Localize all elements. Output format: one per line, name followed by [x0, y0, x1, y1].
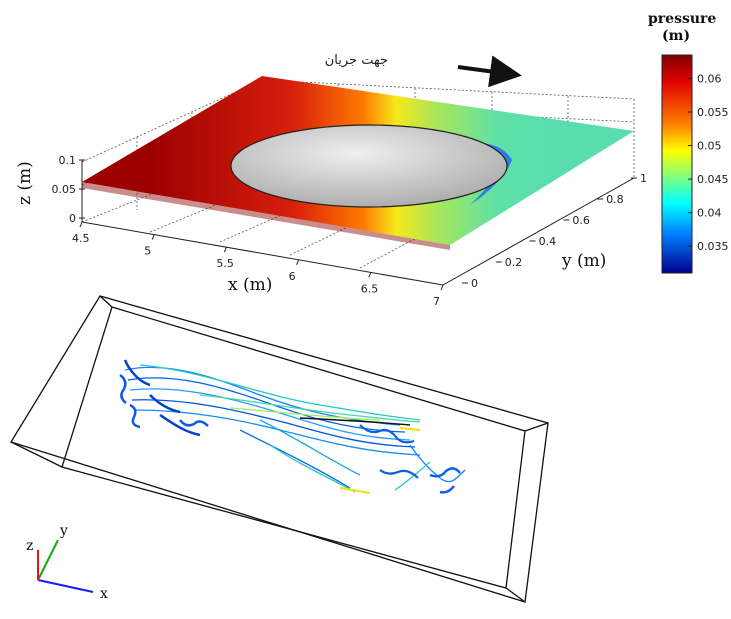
x-tick-label: 6 [289, 270, 296, 283]
x-tick-label: 5.5 [216, 257, 234, 270]
surface-front-edge [82, 182, 450, 250]
axis-frame [81, 160, 635, 286]
z-tick-label: 0.05 [52, 183, 77, 196]
triad-z-label: z [26, 538, 33, 554]
x-tick-label: 6.5 [361, 282, 379, 295]
surface-plot: 4.5 5 5.5 6 6.5 7 0 0.2 0.4 0.6 0.8 1 0 0.05 0.1 x (… [15, 53, 647, 308]
y-tick-label: 0 [471, 277, 478, 290]
colorbar-tick-label: 0.055 [697, 106, 729, 119]
x-tick-mark [368, 272, 372, 278]
triad-x-axis [37, 579, 94, 593]
y-axis-ticks: 0 0.2 0.4 0.6 0.8 1 [462, 172, 647, 290]
x-tick-mark [151, 234, 155, 240]
y-tick-label: 0.6 [572, 214, 590, 227]
colorbar-tick-label: 0.04 [697, 207, 722, 220]
domain-box [10, 295, 549, 603]
y-tick-label: 0.4 [539, 235, 557, 248]
x-tick-mark [223, 247, 227, 253]
x-tick-mark [440, 284, 444, 291]
streamline-plot: x y z [10, 295, 549, 603]
y-tick-label: 0.8 [606, 193, 624, 206]
colorbar-title-line1: pressure [648, 11, 716, 27]
obstacle-ellipse [230, 124, 508, 208]
z-axis-ticks: 0 0.05 0.1 [52, 154, 85, 225]
x-tick-label: 4.5 [72, 232, 90, 245]
colorbar: pressure (m) 0.06 0.055 0.05 0.045 0.04 0.035 [648, 11, 729, 274]
colorbar-ticks: 0.06 0.055 0.05 0.045 0.04 0.035 [688, 72, 729, 253]
triad-x-label: x [100, 586, 108, 602]
flow-direction-arrow [457, 55, 522, 88]
colorbar-tick-label: 0.05 [697, 140, 722, 153]
y-tick-label: 0.2 [505, 256, 523, 269]
colorbar-tick-label: 0.035 [697, 240, 729, 253]
axis-triad: x y z [26, 523, 108, 602]
colorbar-tick-label: 0.045 [697, 173, 729, 186]
x-tick-label: 5 [144, 245, 151, 258]
y-axis-label: y (m) [561, 251, 606, 271]
x-tick-mark [296, 259, 300, 265]
streamlines [119, 359, 466, 495]
x-axis-label: x (m) [228, 275, 272, 295]
colorbar-tick-label: 0.06 [697, 72, 722, 85]
z-tick-label: 0 [69, 212, 76, 225]
x-axis-ticks: 4.5 5 5.5 6 6.5 7 [72, 221, 444, 308]
colorbar-bar [661, 54, 693, 274]
triad-y-axis [37, 539, 59, 581]
x-tick-mark [79, 221, 83, 228]
triad-y-label: y [59, 523, 68, 539]
colorbar-title-line2: (m) [662, 28, 690, 44]
x-tick-label: 7 [433, 295, 440, 308]
z-tick-label: 0.1 [59, 154, 77, 167]
flow-direction-label: جهت جریان [325, 53, 388, 68]
z-axis-label: z (m) [15, 161, 35, 205]
y-tick-label: 1 [640, 172, 647, 185]
